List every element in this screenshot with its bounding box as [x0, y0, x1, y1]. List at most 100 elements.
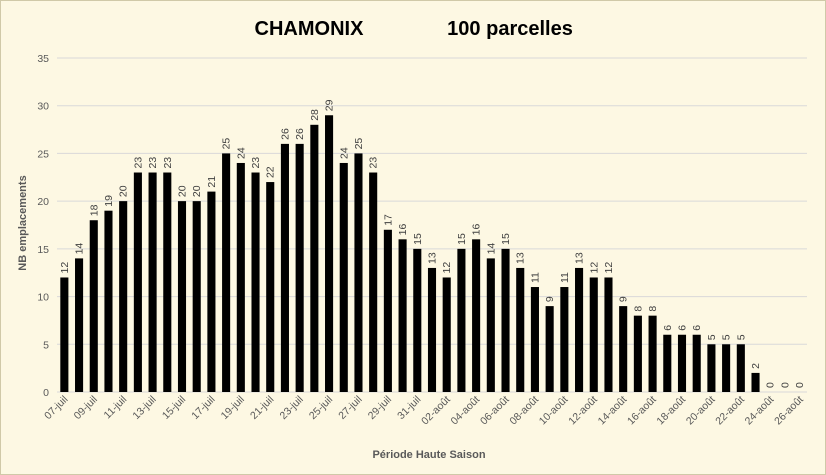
- y-tick-label: 35: [37, 53, 49, 65]
- bar: [104, 210, 113, 392]
- data-label: 20: [177, 185, 189, 197]
- x-tick-label: 06-août: [478, 394, 512, 428]
- bar: [148, 172, 157, 392]
- data-label: 23: [250, 157, 262, 169]
- data-label: 0: [779, 382, 791, 388]
- x-tick-label: 04-août: [449, 394, 483, 428]
- data-label: 2: [750, 363, 762, 369]
- bar: [177, 201, 187, 392]
- bar: [619, 306, 628, 392]
- y-tick-label: 25: [37, 148, 49, 160]
- x-tick-label: 02-août: [419, 394, 453, 428]
- x-tick-label: 25-juil: [307, 394, 335, 422]
- data-label: 9: [544, 296, 556, 302]
- bar: [472, 239, 481, 392]
- data-label: 16: [397, 223, 409, 235]
- bar: [604, 277, 613, 392]
- data-label: 15: [412, 233, 424, 245]
- bar: [663, 334, 672, 392]
- bar: [575, 267, 584, 392]
- data-label: 8: [632, 306, 644, 312]
- data-label: 6: [677, 325, 689, 331]
- data-label: 24: [235, 147, 247, 159]
- x-tick-label: 24-août: [743, 394, 777, 428]
- x-tick-label: 11-juil: [102, 394, 130, 422]
- bar: [89, 220, 98, 392]
- x-tick-label: 17-juil: [189, 394, 217, 422]
- data-label: 12: [588, 262, 600, 274]
- bar: [589, 277, 598, 392]
- data-label: 18: [88, 204, 100, 216]
- x-tick-label: 14-août: [596, 394, 630, 428]
- x-tick-label: 23-juil: [277, 394, 305, 422]
- x-tick-label: 27-juil: [336, 394, 364, 422]
- x-tick-label: 29-juil: [366, 394, 394, 422]
- data-label: 5: [721, 334, 733, 340]
- data-label: 13: [427, 252, 439, 264]
- y-tick-label: 0: [43, 387, 49, 399]
- bar: [163, 172, 172, 392]
- bar: [736, 344, 745, 392]
- bar: [501, 248, 510, 392]
- data-label: 13: [574, 252, 586, 264]
- data-label: 17: [382, 214, 394, 226]
- x-tick-label: 12-août: [566, 394, 600, 428]
- bar: [339, 162, 348, 392]
- y-tick-label: 5: [43, 339, 49, 351]
- bar: [207, 191, 216, 392]
- bar: [633, 315, 642, 392]
- data-label: 25: [221, 138, 233, 150]
- bar: [648, 315, 657, 392]
- bar: [222, 153, 231, 392]
- bar: [427, 267, 437, 392]
- data-label: 19: [103, 195, 115, 207]
- bar: [251, 172, 260, 392]
- y-tick-label: 30: [37, 101, 49, 113]
- data-label: 8: [647, 306, 659, 312]
- bar: [560, 287, 569, 392]
- x-tick-label: 13-juil: [130, 394, 158, 422]
- data-label: 28: [309, 109, 321, 121]
- bar: [60, 277, 69, 392]
- bar: [133, 172, 142, 392]
- data-label: 6: [662, 325, 674, 331]
- x-tick-label: 15-juil: [160, 394, 188, 422]
- data-label: 25: [353, 138, 365, 150]
- data-label: 12: [441, 262, 453, 274]
- bar: [192, 201, 201, 392]
- x-tick-label: 22-août: [713, 394, 747, 428]
- data-label: 16: [471, 223, 483, 235]
- data-label: 5: [706, 334, 718, 340]
- data-label: 12: [59, 262, 71, 274]
- bars: [60, 115, 760, 393]
- bar: [677, 334, 687, 392]
- data-label: 24: [338, 147, 350, 159]
- bar: [236, 162, 245, 392]
- y-tick-label: 20: [37, 196, 49, 208]
- data-label: 23: [147, 157, 159, 169]
- data-label: 15: [500, 233, 512, 245]
- bar: [295, 143, 304, 392]
- bar: [280, 143, 289, 392]
- x-tick-label: 09-juil: [72, 394, 100, 422]
- data-label: 13: [515, 252, 527, 264]
- bar: [486, 258, 495, 392]
- data-label: 26: [279, 128, 291, 140]
- bar: [354, 153, 363, 392]
- data-label: 15: [456, 233, 468, 245]
- data-label: 11: [559, 272, 571, 283]
- bar: [751, 372, 760, 392]
- x-tick-label: 20-août: [684, 394, 718, 428]
- data-label: 6: [691, 325, 703, 331]
- data-label: 20: [118, 185, 130, 197]
- data-label: 20: [191, 185, 203, 197]
- bar: [325, 115, 334, 392]
- data-label: 14: [485, 243, 497, 255]
- bar: [442, 277, 451, 392]
- data-label: 9: [618, 296, 630, 302]
- data-label: 23: [132, 157, 144, 169]
- chart-title-right: 100 parcelles: [447, 18, 573, 40]
- bar: [457, 248, 466, 392]
- bar: [398, 239, 407, 392]
